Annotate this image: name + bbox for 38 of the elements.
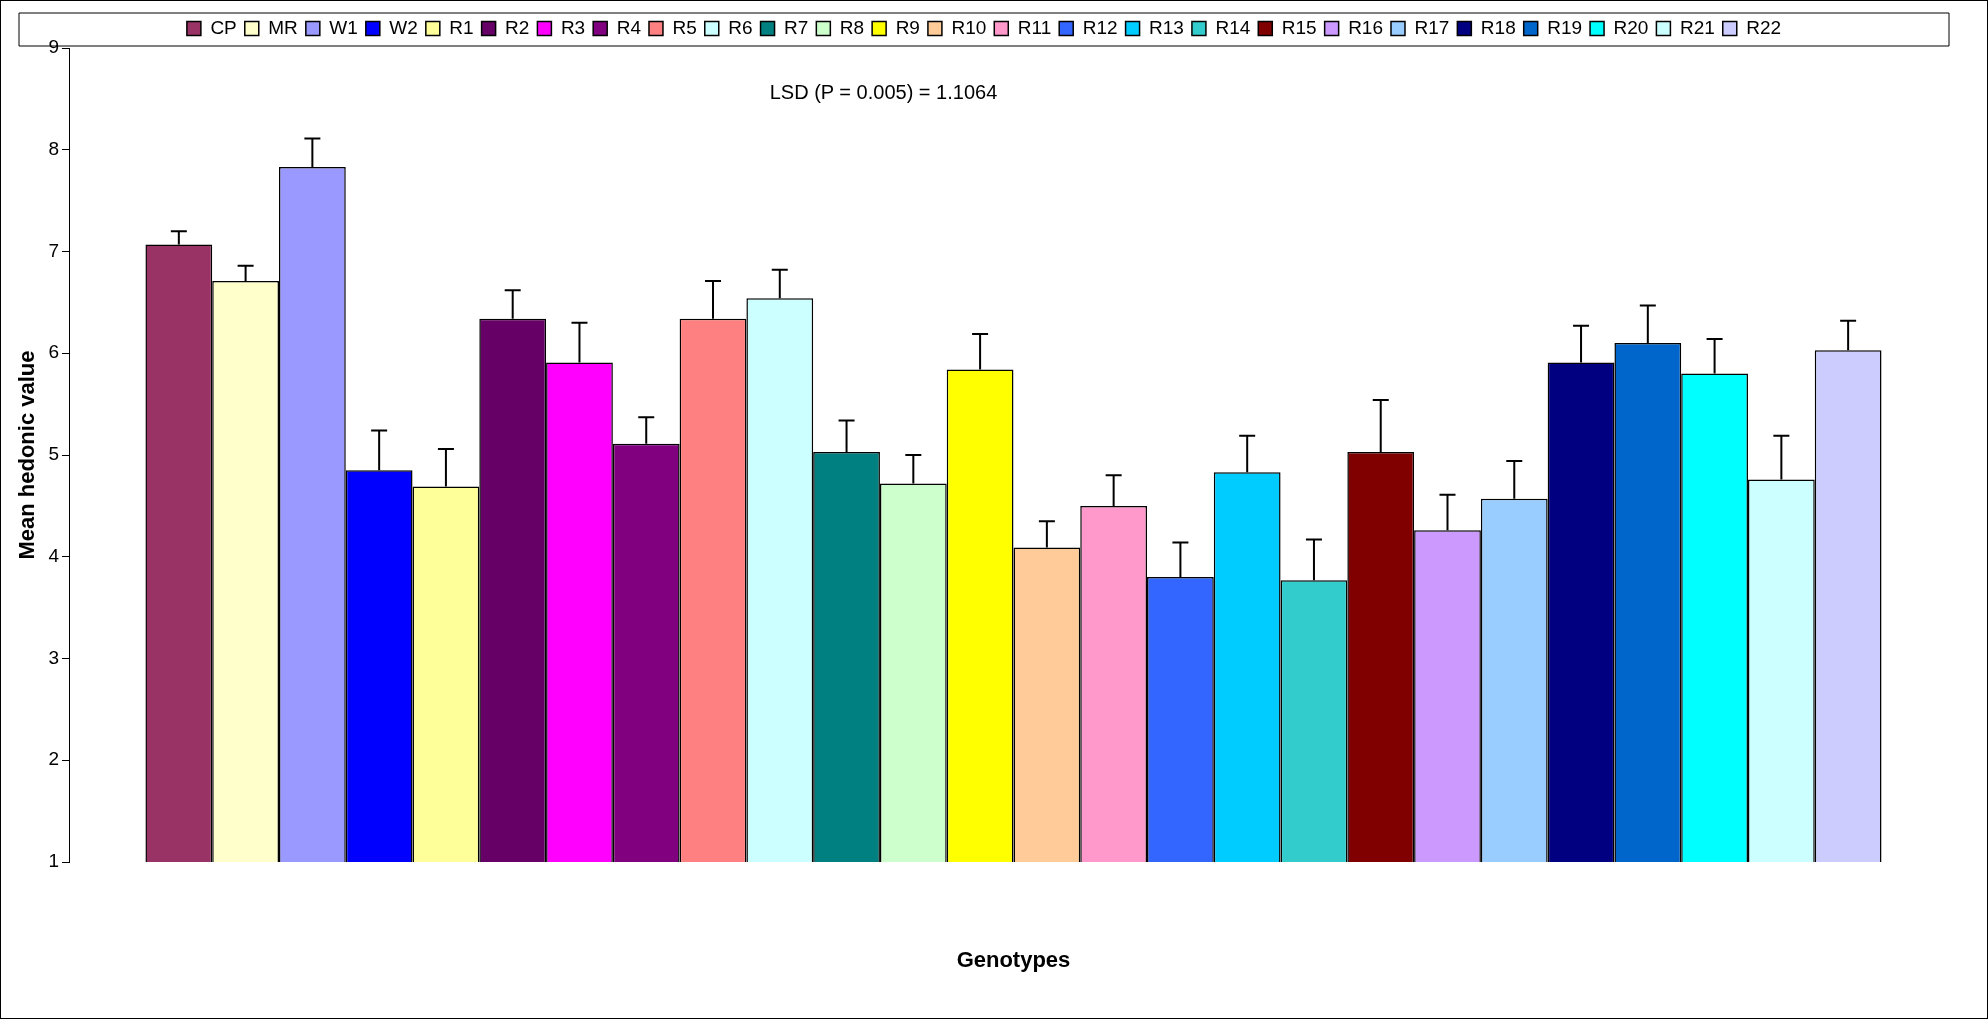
y-tick-label: 5 [48,443,59,465]
legend-label: R14 [1215,16,1251,38]
legend-label: R2 [505,16,530,38]
legend-label: R16 [1348,16,1383,38]
y-tick-label: 8 [48,137,59,159]
legend-label: R11 [1017,16,1052,38]
legend-label: R3 [560,16,586,38]
legend-label: R6 [728,16,753,38]
legend-label: R13 [1149,16,1184,38]
y-tick-label: 6 [48,341,59,363]
legend-label: CP [210,16,237,38]
legend-label: R9 [895,16,920,38]
y-tick-label: 2 [48,748,59,770]
x-axis-title: Genotypes [956,946,1071,972]
legend-label: R20 [1613,16,1649,38]
y-tick-label: 9 [48,36,59,58]
y-tick-label: 1 [48,850,59,872]
y-tick-label: 7 [48,239,59,261]
legend-label: R17 [1414,16,1450,38]
legend-label: R22 [1746,16,1782,38]
legend-label: R1 [449,16,474,38]
legend-label: R19 [1547,16,1583,38]
legend-label: R21 [1679,16,1715,38]
legend-label: R8 [839,16,865,38]
legend-label: R18 [1480,16,1516,38]
y-axis-title: Mean hedonic value [14,350,40,560]
annotation: LSD (P = 0.005) = 1.1064 [769,80,998,103]
y-tick-label: 4 [48,544,60,566]
legend-label: W1 [329,16,358,38]
legend-label: R10 [951,16,987,38]
legend-label: R12 [1082,16,1118,38]
legend-label: R5 [672,16,697,38]
legend-label: R15 [1281,16,1317,38]
legend-label: R4 [616,16,642,38]
legend-label: R7 [784,16,809,38]
legend-label: MR [268,16,298,38]
y-tick-label: 3 [48,646,59,668]
legend-label: W2 [389,16,418,38]
